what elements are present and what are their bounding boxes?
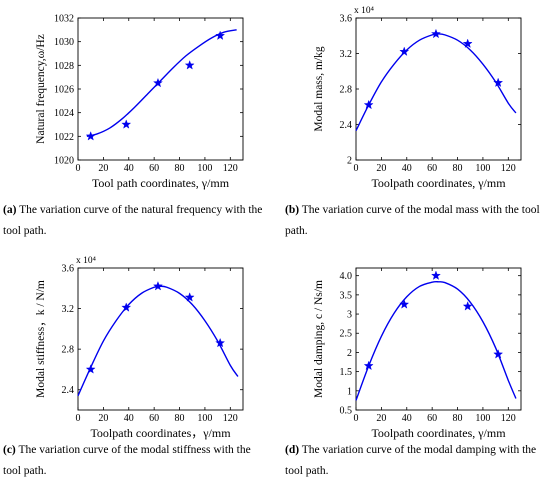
- x-tick-label: 120: [501, 413, 516, 424]
- data-point-star: [184, 292, 195, 302]
- x-tick-label: 40: [402, 163, 412, 174]
- x-tick-label: 120: [501, 163, 516, 174]
- y-exponent-label: x 10⁴: [76, 256, 97, 266]
- y-tick-label: 1: [347, 386, 352, 397]
- x-tick-label: 120: [223, 163, 238, 174]
- y-tick-label: 3.6: [62, 264, 75, 275]
- caption-a: (a) The variation curve of the natural f…: [3, 200, 268, 242]
- y-axis-label: Modal mass, m/kg: [313, 46, 325, 132]
- y-tick-label: 3.5: [340, 290, 353, 301]
- y-tick-label: 3: [347, 310, 352, 321]
- fitted-curve: [86, 29, 237, 138]
- x-tick-label: 40: [124, 413, 134, 424]
- caption-b-label: (b): [285, 204, 300, 216]
- y-tick-label: 3.6: [340, 14, 353, 25]
- x-tick-label: 0: [354, 163, 359, 174]
- y-tick-label: 1030: [54, 37, 74, 48]
- plot-frame: [77, 17, 244, 161]
- x-tick-label: 0: [76, 163, 81, 174]
- caption-c-label: (c): [3, 444, 16, 456]
- x-tick-label: 80: [175, 413, 185, 424]
- chart-natural-frequency: 0 20 40 60 80 100 120 1020 1022 1024 1026 1028 1030 1…: [35, 14, 244, 190]
- data-point-star: [462, 301, 473, 311]
- x-tick-label: 0: [354, 413, 359, 424]
- caption-b: (b) The variation curve of the modal mas…: [285, 200, 547, 242]
- x-tick-label: 60: [427, 163, 437, 174]
- y-exponent-label: x 10⁴: [354, 6, 375, 16]
- y-tick-label: 2: [347, 348, 352, 359]
- x-tick-label: 40: [402, 413, 412, 424]
- y-tick-label: 0.5: [340, 406, 353, 417]
- data-point-star: [462, 38, 473, 48]
- plot-frame: [355, 267, 522, 411]
- chart-modal-damping: 0 20 40 60 80 100 120 0.5 1 1.5 2 2.5 3 3.5 4.0 Toolpat…: [313, 267, 522, 440]
- data-point-star: [121, 119, 132, 129]
- caption-c-text: The variation curve of the modal stiffne…: [3, 444, 251, 477]
- chart-panel-a: 0 20 40 60 80 100 120 1020 1022 1024 1026 1028 1030 1…: [0, 0, 270, 195]
- x-tick-label: 80: [453, 163, 463, 174]
- y-tick-label: 2.8: [340, 85, 353, 96]
- caption-d-label: (d): [285, 444, 300, 456]
- plot-frame: [77, 267, 244, 411]
- x-tick-label: 120: [223, 413, 238, 424]
- chart-modal-mass: 0 20 40 60 80 100 120 2 2.4 2.8 3.2 3.6x 10⁴ Toolpat…: [313, 6, 522, 190]
- data-point-star: [399, 46, 410, 56]
- x-tick-label: 40: [124, 163, 134, 174]
- fitted-curve: [355, 33, 517, 132]
- y-tick-label: 2: [347, 156, 352, 167]
- caption-d: (d) The variation curve of the modal dam…: [285, 440, 547, 482]
- fitted-curve: [355, 280, 517, 401]
- x-axis-label: Toolpath coordinates, γ/mm: [371, 426, 506, 440]
- x-axis-label: Toolpath coordinates，γ/mm: [90, 426, 231, 440]
- chart-modal-stiffness: 0 20 40 60 80 100 120 2.4 2.8 3.2 3.6x 10⁴ Toolpath…: [35, 256, 244, 440]
- y-tick-label: 1022: [54, 132, 74, 143]
- y-tick-label: 3.2: [340, 49, 353, 60]
- y-axis-label: Modal damping, c / Ns/m: [313, 280, 325, 398]
- x-tick-label: 20: [376, 413, 386, 424]
- fitted-curve: [77, 285, 239, 397]
- x-tick-label: 80: [453, 413, 463, 424]
- x-tick-label: 100: [197, 413, 212, 424]
- x-axis-label: Toolpath coordinates, γ/mm: [371, 176, 506, 190]
- x-tick-label: 20: [98, 163, 108, 174]
- x-tick-label: 60: [149, 163, 159, 174]
- y-tick-label: 4.0: [340, 271, 353, 282]
- y-tick-label: 3.2: [62, 304, 75, 315]
- y-tick-label: 1032: [54, 14, 74, 25]
- y-tick-label: 2.8: [62, 345, 75, 356]
- caption-c: (c) The variation curve of the modal sti…: [3, 440, 268, 482]
- y-tick-label: 1020: [54, 156, 74, 167]
- chart-panel-c: 0 20 40 60 80 100 120 2.4 2.8 3.2 3.6 x 10⁴ Toolpath…: [0, 250, 270, 445]
- caption-a-text: The variation curve of the natural frequ…: [3, 204, 263, 237]
- x-tick-label: 60: [149, 413, 159, 424]
- y-tick-label: 1026: [54, 85, 74, 96]
- y-tick-label: 1028: [54, 61, 74, 72]
- data-point-star: [215, 30, 226, 40]
- y-tick-label: 2.4: [62, 385, 75, 396]
- y-tick-label: 2.5: [340, 329, 353, 340]
- y-axis-label: Natural frequency,ω/Hz: [35, 34, 47, 144]
- x-tick-label: 100: [475, 413, 490, 424]
- data-point-star: [431, 270, 441, 280]
- x-tick-label: 80: [175, 163, 185, 174]
- caption-d-text: The variation curve of the modal damping…: [285, 444, 537, 477]
- x-tick-label: 0: [76, 413, 81, 424]
- x-tick-label: 20: [98, 413, 108, 424]
- data-point-star: [184, 60, 195, 70]
- y-tick-label: 2.4: [340, 120, 353, 131]
- caption-b-text: The variation curve of the modal mass wi…: [285, 204, 540, 237]
- chart-panel-b: 0 20 40 60 80 100 120 2 2.4 2.8 3.2 3.6 x 10⁴ Toolpat…: [278, 0, 548, 195]
- x-tick-label: 100: [475, 163, 490, 174]
- y-tick-label: 1024: [54, 108, 74, 119]
- caption-a-label: (a): [3, 204, 17, 216]
- plot-frame: [355, 17, 522, 161]
- y-tick-label: 1.5: [340, 367, 353, 378]
- chart-panel-d: 0 20 40 60 80 100 120 0.5 1 1.5 2 2.5 3 3.5 4.0 Toolpat…: [278, 250, 548, 445]
- x-axis-label: Tool path coordinates, γ/mm: [92, 176, 230, 190]
- y-axis-label: Modal stiffness，k / N/m: [35, 280, 47, 398]
- x-tick-label: 20: [376, 163, 386, 174]
- x-tick-label: 60: [427, 413, 437, 424]
- x-tick-label: 100: [197, 163, 212, 174]
